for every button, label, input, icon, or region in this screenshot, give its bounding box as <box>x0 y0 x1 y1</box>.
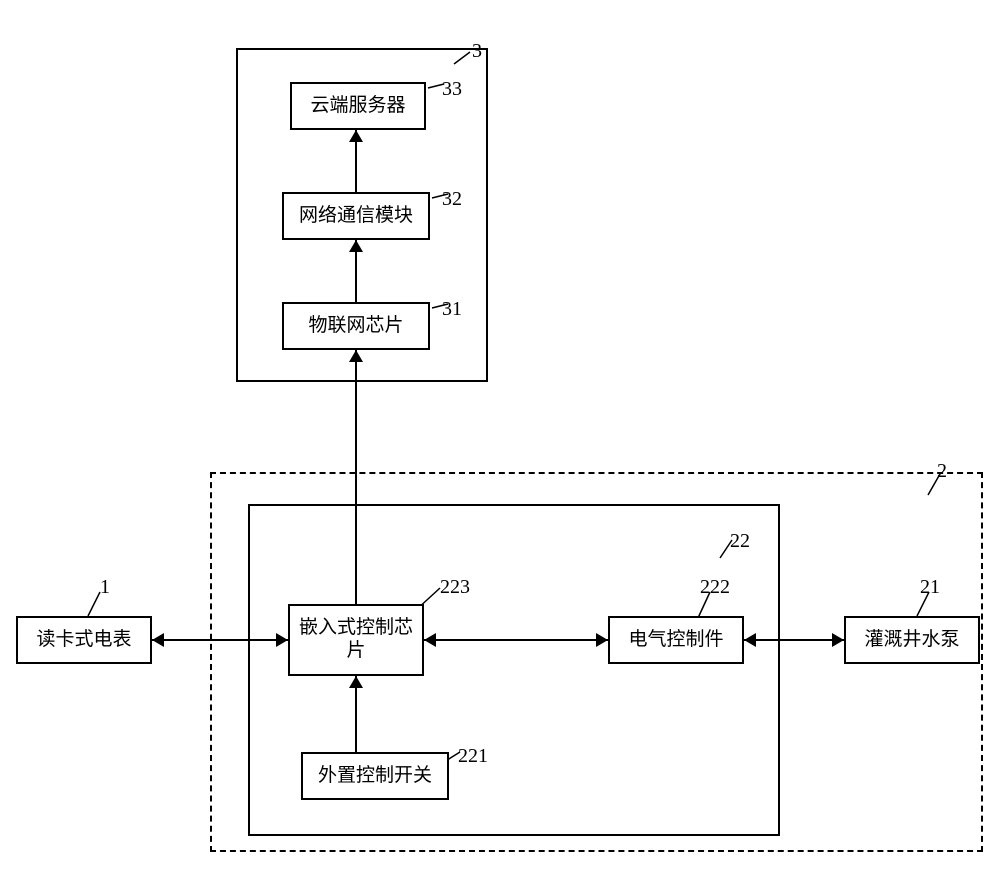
node-pump-label: 灌溉井水泵 <box>864 629 959 652</box>
label-22: 22 <box>730 530 750 553</box>
label-1: 1 <box>100 576 110 599</box>
node-cloud-srv-label: 云端服务器 <box>310 95 405 118</box>
node-elec-ctrl-label: 电气控制件 <box>628 629 723 652</box>
node-cloud-srv: 云端服务器 <box>290 82 426 130</box>
label-21: 21 <box>920 576 940 599</box>
node-elec-ctrl: 电气控制件 <box>608 616 744 664</box>
label-3: 3 <box>472 40 482 63</box>
node-switch-label: 外置控制开关 <box>318 765 432 788</box>
node-meter-label: 读卡式电表 <box>36 629 131 652</box>
node-net-comm: 网络通信模块 <box>282 192 430 240</box>
node-switch: 外置控制开关 <box>301 752 449 800</box>
node-meter: 读卡式电表 <box>16 616 152 664</box>
node-chip: 嵌入式控制芯片 <box>288 604 424 676</box>
node-iot-chip: 物联网芯片 <box>282 302 430 350</box>
node-iot-chip-label: 物联网芯片 <box>308 315 403 338</box>
label-222: 222 <box>700 576 730 599</box>
node-pump: 灌溉井水泵 <box>844 616 980 664</box>
label-2: 2 <box>937 460 947 483</box>
node-net-comm-label: 网络通信模块 <box>299 205 413 228</box>
label-221: 221 <box>458 745 488 768</box>
node-chip-label: 嵌入式控制芯片 <box>290 617 422 663</box>
label-223: 223 <box>440 576 470 599</box>
label-33: 33 <box>442 78 462 101</box>
label-31: 31 <box>442 298 462 321</box>
label-32: 32 <box>442 188 462 211</box>
